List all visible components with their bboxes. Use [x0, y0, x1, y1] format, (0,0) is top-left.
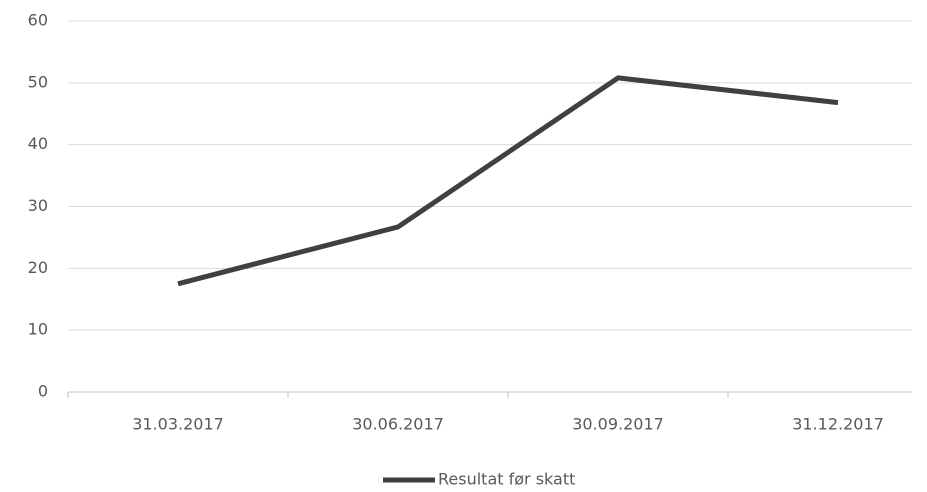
y-tick-label: 0 — [38, 382, 48, 401]
y-tick-label: 20 — [28, 258, 48, 277]
y-tick-label: 60 — [28, 11, 48, 30]
x-tick-label: 31.03.2017 — [132, 415, 224, 434]
y-tick-label: 40 — [28, 134, 48, 153]
series-line — [177, 75, 839, 287]
y-tick-label: 50 — [28, 72, 48, 91]
y-tick-label: 30 — [28, 196, 48, 215]
x-tick-label: 31.12.2017 — [792, 415, 884, 434]
y-tick-label: 10 — [28, 320, 48, 339]
legend-label: Resultat før skatt — [438, 470, 575, 489]
x-tick-label: 30.09.2017 — [572, 415, 664, 434]
x-tick-label: 30.06.2017 — [352, 415, 444, 434]
